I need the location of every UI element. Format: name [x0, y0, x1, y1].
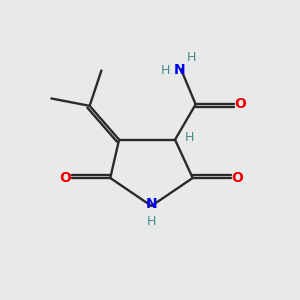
Text: N: N	[146, 197, 157, 212]
Text: O: O	[60, 171, 71, 185]
Text: H: H	[147, 215, 156, 228]
Text: H: H	[187, 51, 196, 64]
Text: O: O	[235, 98, 246, 111]
Text: N: N	[174, 64, 185, 77]
Text: H: H	[161, 64, 170, 77]
Text: O: O	[232, 171, 243, 185]
Text: H: H	[185, 131, 194, 144]
